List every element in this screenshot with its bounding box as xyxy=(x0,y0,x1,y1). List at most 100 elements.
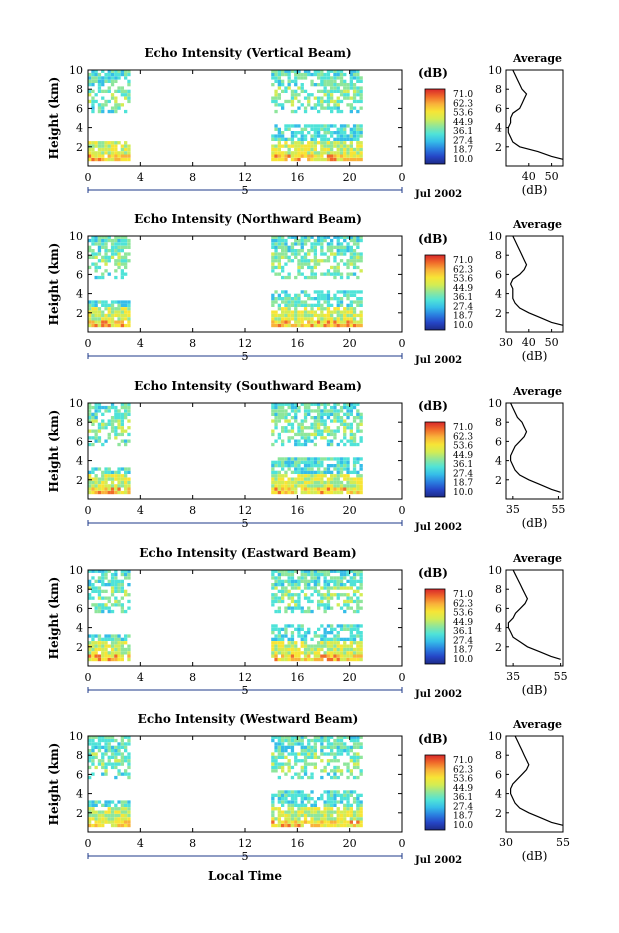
colorbar-tick-label: 71.0 xyxy=(453,423,473,433)
heatmap-cell xyxy=(317,647,321,652)
heatmap-cell xyxy=(356,745,360,749)
heatmap-cell xyxy=(297,759,301,763)
heatmap-cell xyxy=(117,249,121,253)
heatmap-cell xyxy=(110,249,115,253)
heatmap-cell xyxy=(120,405,124,410)
heatmap-cell xyxy=(110,589,115,593)
heatmap-cell xyxy=(284,409,288,413)
heatmap-cell xyxy=(88,93,92,97)
heatmap-cell xyxy=(326,596,331,600)
chart-title: Echo Intensity (Eastward Beam) xyxy=(139,546,356,560)
heatmap-cell xyxy=(277,93,281,97)
heatmap-cell xyxy=(127,775,131,780)
heatmap-cell xyxy=(290,252,295,256)
heatmap-cell xyxy=(117,242,121,246)
heatmap-cell xyxy=(117,419,121,423)
heatmap-cell xyxy=(88,596,92,600)
heatmap-cell xyxy=(352,752,357,756)
heatmap-cell xyxy=(88,738,92,743)
heatmap-cell xyxy=(326,464,331,468)
heatmap-cell xyxy=(310,127,314,131)
heatmap-cell xyxy=(91,242,95,246)
heatmap-cell xyxy=(317,103,321,107)
heatmap-cell xyxy=(101,657,105,662)
heatmap-cell xyxy=(287,69,291,73)
heatmap-cell xyxy=(339,813,344,818)
heatmap-cell xyxy=(349,272,353,276)
x-tick-label: 20 xyxy=(343,171,357,184)
heatmap-cell xyxy=(97,749,102,753)
heatmap-cell xyxy=(91,157,95,162)
heatmap-cell xyxy=(300,637,304,641)
heatmap-cell xyxy=(320,596,324,600)
heatmap-cell xyxy=(313,303,317,307)
heatmap-cell xyxy=(303,238,308,243)
heatmap xyxy=(88,69,363,162)
heatmap-cell xyxy=(333,634,337,638)
colorbar-tick-label: 53.6 xyxy=(453,609,473,619)
heatmap-cell xyxy=(281,586,285,590)
heatmap-cell xyxy=(317,426,321,430)
heatmap-cell xyxy=(117,654,121,658)
heatmap-cell xyxy=(97,275,102,280)
colorbar-tick-label: 27.4 xyxy=(453,469,473,479)
heatmap-cell xyxy=(294,131,298,135)
heatmap-cell xyxy=(343,735,347,739)
colorbar-tick-label: 18.7 xyxy=(453,646,473,656)
heatmap-cell xyxy=(117,320,121,324)
heatmap-cell xyxy=(323,752,327,756)
heatmap-cell xyxy=(330,790,334,794)
heatmap-cell xyxy=(317,242,321,246)
heatmap-cell xyxy=(120,738,124,743)
heatmap-cell xyxy=(117,651,121,655)
heatmap-cell xyxy=(333,817,337,821)
heatmap-cell xyxy=(97,402,102,406)
heatmap-cell xyxy=(303,303,308,307)
heatmap-cell xyxy=(352,137,357,141)
heatmap-cell xyxy=(104,313,108,318)
heatmap-cell xyxy=(333,576,337,580)
colorbar-tick-label: 44.9 xyxy=(453,451,473,461)
heatmap-cell xyxy=(310,307,314,311)
avg-x-tick-label: 35 xyxy=(506,670,520,683)
heatmap-cell xyxy=(104,422,108,426)
heatmap-cell xyxy=(117,252,121,256)
heatmap-cell xyxy=(336,238,340,243)
heatmap-cell xyxy=(310,820,314,824)
heatmap-cell xyxy=(326,303,331,307)
heatmap-cell xyxy=(281,313,285,318)
average-title: Average xyxy=(512,385,562,398)
heatmap-cell xyxy=(114,755,118,759)
heatmap-cell xyxy=(346,259,350,263)
heatmap-cell xyxy=(300,797,304,801)
heatmap-cell xyxy=(277,409,281,413)
heatmap-cell xyxy=(320,820,324,824)
heatmap-cell xyxy=(330,480,334,485)
heatmap-cell xyxy=(297,124,301,128)
heatmap-cell xyxy=(114,586,118,590)
heatmap-cell xyxy=(101,817,105,821)
heatmap-cell xyxy=(303,412,308,416)
heatmap-cell xyxy=(310,797,314,801)
heatmap-cell xyxy=(352,290,357,294)
heatmap-cell xyxy=(313,765,317,770)
heatmap-cell xyxy=(336,596,340,600)
heatmap-cell xyxy=(333,405,337,410)
heatmap-cell xyxy=(290,457,295,461)
heatmap-cell xyxy=(349,817,353,821)
heatmap-cell xyxy=(346,310,350,314)
day-label: 5 xyxy=(242,350,249,363)
heatmap-cell xyxy=(281,457,285,461)
heatmap-cell xyxy=(352,810,357,814)
heatmap-cell xyxy=(333,144,337,148)
colorbar-tick-label: 18.7 xyxy=(453,479,473,489)
heatmap-cell xyxy=(284,402,288,406)
heatmap-cell xyxy=(330,69,334,73)
heatmap-cell xyxy=(117,265,121,270)
heatmap-cell xyxy=(297,775,301,780)
heatmap-cell xyxy=(323,813,327,818)
heatmap-cell xyxy=(303,752,308,756)
heatmap-cell xyxy=(330,606,334,610)
heatmap-cell xyxy=(91,589,95,593)
heatmap-cell xyxy=(336,297,340,301)
